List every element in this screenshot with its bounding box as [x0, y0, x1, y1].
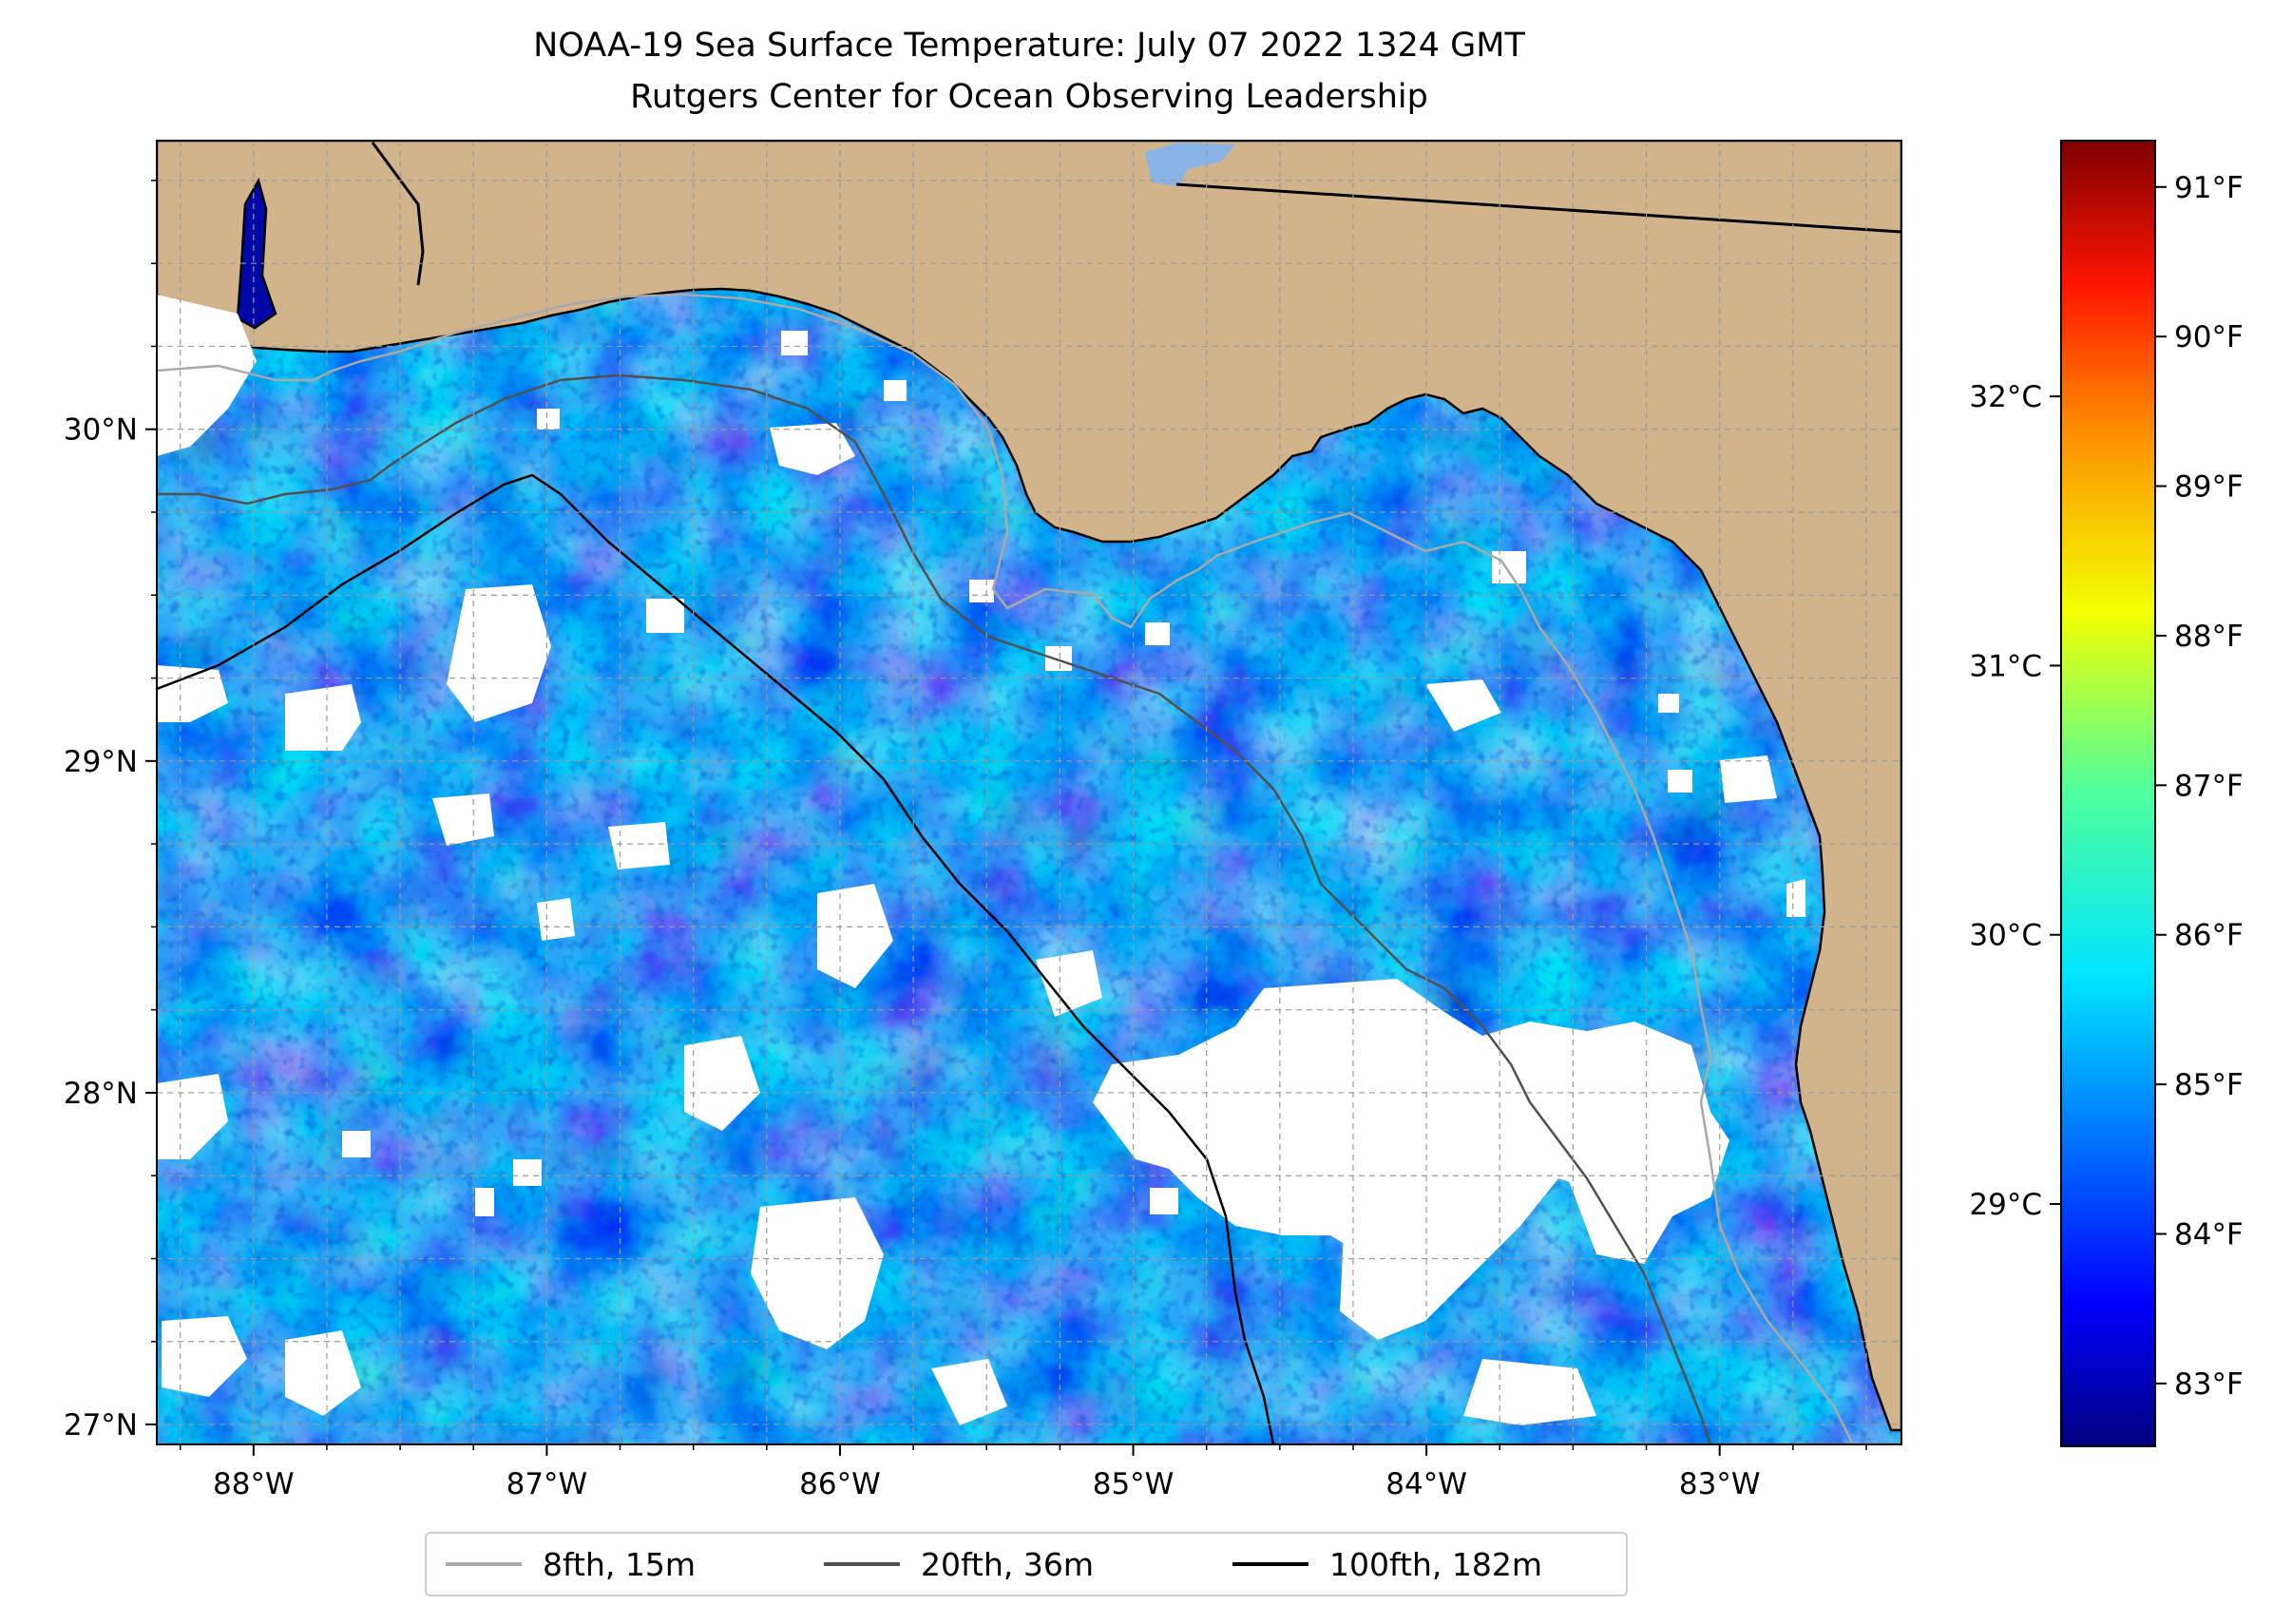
mobile-bay	[236, 177, 277, 330]
colorbar-celsius-axis: 29°C 30°C 31°C 32°C	[1969, 380, 2061, 1222]
lat-tick-label: 28°N	[64, 1077, 138, 1111]
lon-tick-label: 88°W	[213, 1467, 295, 1501]
state-border-west	[371, 142, 425, 286]
legend-item-100fth: 100fth, 182m	[1232, 1534, 1542, 1595]
celsius-tick-label: 29°C	[1969, 1188, 2042, 1222]
legend-label-20fth: 20fth, 36m	[921, 1545, 1094, 1583]
map-panel	[157, 141, 1901, 1444]
lon-tick-label: 85°W	[1093, 1467, 1175, 1501]
celsius-tick-label: 30°C	[1969, 919, 2042, 953]
lat-tick-label: 27°N	[64, 1408, 138, 1442]
chart-title: NOAA-19 Sea Surface Temperature: July 07…	[533, 27, 1525, 65]
legend-label-8fth: 8fth, 15m	[543, 1545, 697, 1583]
isobath-8fth	[157, 293, 1855, 1444]
fahrenheit-tick-label: 88°F	[2174, 620, 2244, 654]
celsius-tick-label: 32°C	[1969, 380, 2042, 414]
fahrenheit-tick-label: 85°F	[2174, 1068, 2244, 1102]
legend: 8fth, 15m 20fth, 36m 100fth, 182m	[425, 1532, 1628, 1596]
fahrenheit-tick-label: 87°F	[2174, 769, 2244, 803]
lon-tick-label: 83°W	[1679, 1467, 1761, 1501]
isobath-100fth	[157, 473, 1275, 1444]
lon-axis: 88°W 87°W 86°W 85°W 84°W 83°W	[179, 1444, 1867, 1501]
no-data-patches	[157, 295, 1805, 1425]
land-mass	[157, 141, 1901, 1432]
lat-tick-label: 30°N	[64, 413, 138, 448]
legend-swatch-100fth	[1232, 1562, 1308, 1566]
map-frame	[156, 140, 1902, 1445]
lon-tick-label: 84°W	[1385, 1467, 1467, 1501]
state-border	[1175, 182, 1901, 234]
fahrenheit-tick-label: 91°F	[2174, 171, 2244, 205]
legend-item-20fth: 20fth, 36m	[824, 1534, 1094, 1595]
lake	[1145, 143, 1235, 186]
celsius-tick-label: 31°C	[1969, 649, 2042, 683]
legend-item-8fth: 8fth, 15m	[446, 1534, 696, 1595]
lat-axis: 27°N 28°N 29°N 30°N	[64, 180, 157, 1442]
colorbar-fahrenheit-axis: 83°F 84°F 85°F 86°F 87°F 88°F 89°F 90°F 91°F	[2155, 171, 2244, 1402]
legend-swatch-20fth	[824, 1562, 900, 1566]
fahrenheit-tick-label: 86°F	[2174, 919, 2244, 953]
lon-tick-label: 87°W	[506, 1467, 588, 1501]
lon-tick-label: 86°W	[799, 1467, 881, 1501]
fahrenheit-tick-label: 89°F	[2174, 470, 2244, 505]
isobath-20fth	[157, 373, 1712, 1444]
fahrenheit-tick-label: 90°F	[2174, 320, 2244, 354]
chart-subtitle: Rutgers Center for Ocean Observing Leade…	[630, 78, 1428, 116]
lat-tick-label: 29°N	[64, 745, 138, 779]
legend-label-100fth: 100fth, 182m	[1329, 1545, 1542, 1583]
colorbar	[2060, 140, 2156, 1447]
gridlines	[157, 141, 1901, 1444]
fahrenheit-tick-label: 83°F	[2174, 1367, 2244, 1402]
legend-swatch-8fth	[446, 1562, 522, 1566]
fahrenheit-tick-label: 84°F	[2174, 1218, 2244, 1252]
